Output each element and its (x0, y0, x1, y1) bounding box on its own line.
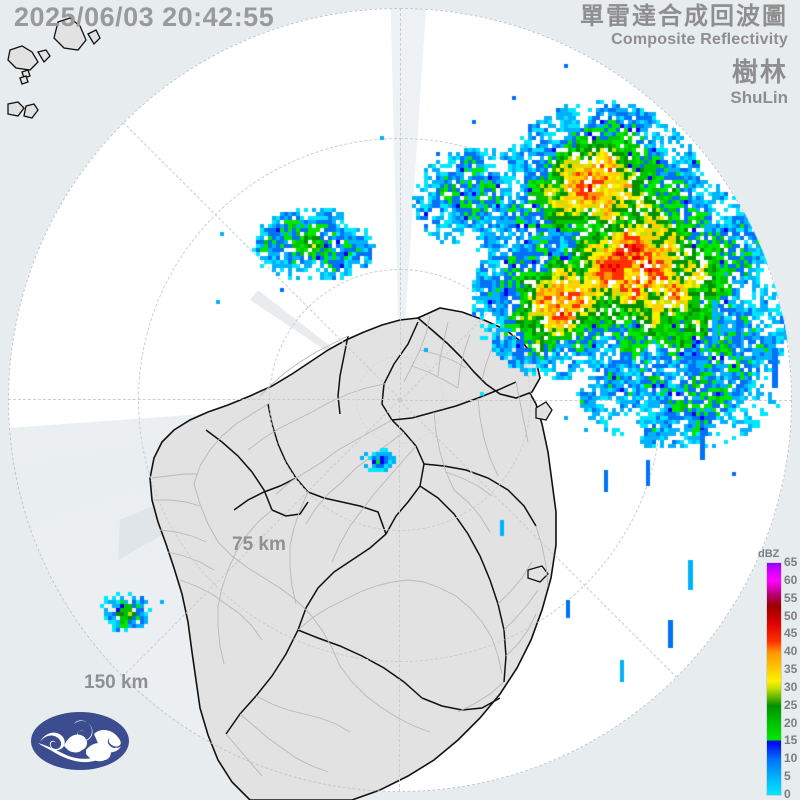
station-name-en: ShuLin (730, 87, 788, 107)
timestamp-label: 2025/06/03 20:42:55 (14, 2, 275, 32)
range-label-75km: 75 km (232, 534, 286, 555)
colorbar-tick-15: 15 (784, 733, 798, 748)
colorbar-tick-40: 40 (784, 644, 798, 659)
station-name-zh: 樹林 (731, 57, 788, 87)
colorbar-tick-25: 25 (784, 697, 798, 712)
colorbar-tick-10: 10 (784, 751, 798, 766)
station-block: 樹林 ShuLin (730, 58, 788, 108)
product-title-en: Composite Reflectivity (611, 31, 788, 49)
title-block: 單雷達合成回波圖 Composite Reflectivity (580, 3, 788, 51)
colorbar: dBZ 0 5 10 15 20 25 30 35 40 45 50 55 60 65 (757, 548, 800, 800)
colorbar-tick-20: 20 (784, 715, 798, 730)
colorbar-tick-0: 0 (784, 787, 791, 800)
colorbar-units-label: dBZ (758, 548, 780, 560)
colorbar-tick-50: 50 (784, 608, 798, 623)
range-label-150km: 150 km (84, 672, 149, 693)
colorbar-tick-60: 60 (784, 572, 798, 587)
colorbar-tick-65: 65 (784, 555, 798, 569)
logo-swirl (38, 720, 121, 763)
product-title-zh: 單雷達合成回波圖 (580, 3, 788, 30)
colorbar-tick-35: 35 (784, 662, 798, 677)
colorbar-gradient (766, 562, 782, 796)
colorbar-tick-45: 45 (784, 626, 798, 641)
colorbar-tick-55: 55 (784, 590, 798, 605)
colorbar-tick-5: 5 (784, 769, 791, 784)
colorbar-tick-30: 30 (784, 679, 798, 694)
cwa-logo (31, 712, 129, 770)
